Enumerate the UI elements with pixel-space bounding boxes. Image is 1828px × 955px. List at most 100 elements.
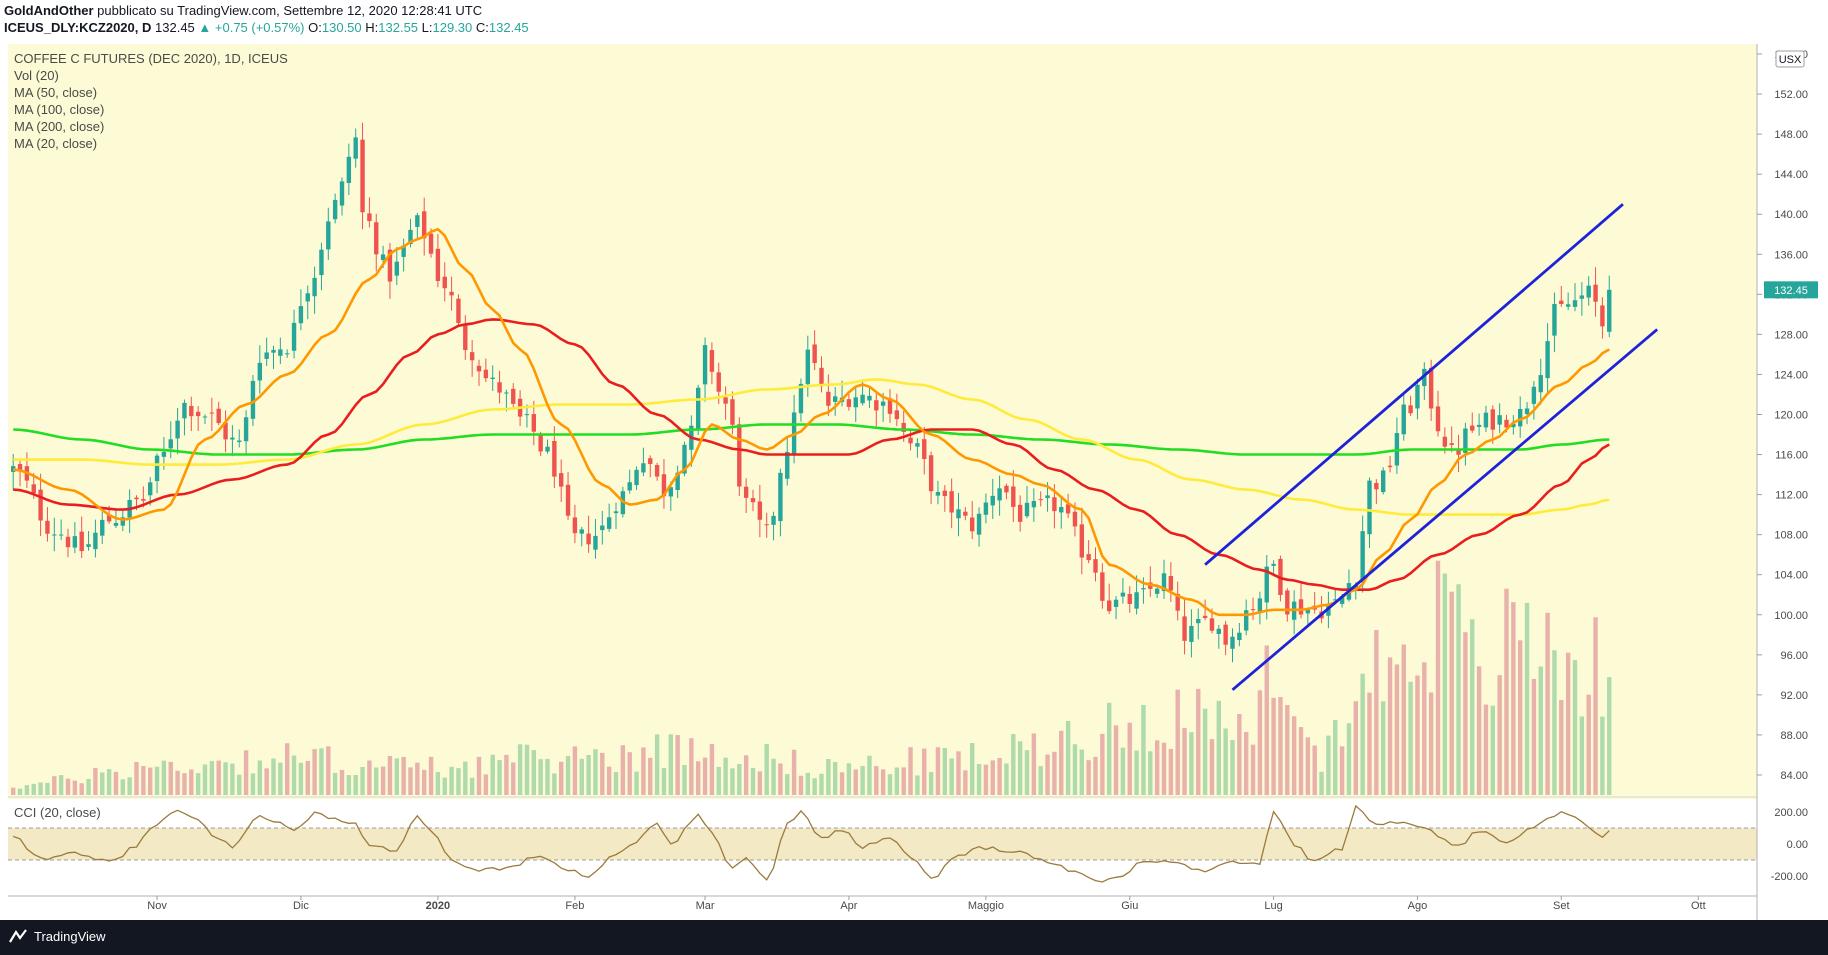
volume-bar <box>93 767 98 795</box>
candle-body <box>1134 592 1139 609</box>
time-axis[interactable]: Nov Dic 2020 Feb Mar Apr Maggio Giu Lug Ago Set Ott <box>147 896 1706 912</box>
legend-ma100[interactable]: MA (100, close) <box>14 102 105 117</box>
tradingview-logo[interactable]: TradingView <box>8 928 106 944</box>
price-tick-label: 144.00 <box>1774 169 1808 181</box>
candle-body <box>743 486 749 498</box>
volume-bar <box>600 752 605 795</box>
currency-badge-box <box>1775 50 1805 68</box>
candle-body <box>1264 566 1269 603</box>
price-tick-label: 112.00 <box>1775 490 1808 502</box>
volume-bar <box>1045 754 1050 795</box>
legend-ma50[interactable]: MA (50, close) <box>14 85 98 100</box>
candle-body <box>31 484 36 494</box>
volume-bar <box>65 778 71 795</box>
currency-badge-label: USX <box>1779 54 1802 66</box>
volume-bar <box>1223 728 1228 795</box>
volume-bar <box>846 763 852 795</box>
candle-body <box>935 491 941 496</box>
volume-bar <box>120 779 125 795</box>
candle-body <box>1428 367 1434 409</box>
volume-bar <box>1271 697 1276 795</box>
volume-bar <box>346 775 352 795</box>
volume-bar <box>970 743 975 795</box>
candle-body <box>1196 618 1201 624</box>
volume-bar <box>538 759 543 795</box>
candle-body <box>949 491 954 513</box>
volume-bar <box>1449 591 1454 795</box>
candle-body <box>1387 465 1393 468</box>
candle-body <box>1497 415 1502 425</box>
time-tick-label: Apr <box>840 900 857 912</box>
volume-bar <box>154 766 160 795</box>
volume-bar <box>1168 748 1174 795</box>
legend-ma200[interactable]: MA (200, close) <box>14 119 105 134</box>
candle-body <box>819 367 824 387</box>
price-tick-label: 140.00 <box>1774 209 1808 221</box>
candle-body <box>880 401 886 406</box>
legend-ma20[interactable]: MA (20, close) <box>14 136 98 151</box>
candle-body <box>730 399 735 425</box>
volume-bar <box>997 758 1002 795</box>
volume-bar <box>1524 602 1530 795</box>
volume-bar <box>785 774 790 795</box>
legend-volume[interactable]: Vol (20) <box>14 68 59 83</box>
cci-legend[interactable]: CCI (20, close) <box>14 805 101 820</box>
volume-bar <box>1189 732 1194 795</box>
volume-bar <box>1237 713 1242 795</box>
volume-bar <box>216 760 221 795</box>
volume-bar <box>127 777 132 795</box>
candle-body <box>38 489 43 521</box>
candle-body <box>634 469 639 486</box>
cci-tick-label: -200.00 <box>1771 871 1808 883</box>
candle-body <box>469 352 475 361</box>
candle-body <box>1415 384 1420 409</box>
volume-bar <box>1408 681 1413 795</box>
candle-body <box>860 394 865 404</box>
candle-body <box>579 529 584 534</box>
price-tick-label: 120.00 <box>1774 409 1808 421</box>
volume-bar <box>730 768 735 795</box>
volume-bar <box>1141 704 1146 795</box>
candle-body <box>901 422 906 432</box>
candle-body <box>202 416 208 418</box>
symbol-ticker[interactable]: ICEUS_DLY:KCZ2020, D <box>4 20 152 35</box>
candle-body <box>613 511 619 514</box>
volume-bar <box>134 761 139 795</box>
volume-bar <box>1401 644 1406 795</box>
volume-bar <box>1518 640 1523 795</box>
volume-bar <box>456 768 461 795</box>
publish-info: GoldAndOther pubblicato su TradingView.c… <box>4 3 482 18</box>
legend-title[interactable]: COFFEE C FUTURES (DEC 2020), 1D, ICEUS <box>14 51 288 66</box>
volume-bar <box>79 783 84 795</box>
author-name[interactable]: GoldAndOther <box>4 3 94 18</box>
volume-bar <box>387 755 393 795</box>
volume-bar <box>1374 630 1379 795</box>
candle-body <box>168 439 173 449</box>
volume-bar <box>949 758 954 795</box>
volume-bar <box>702 757 708 795</box>
candle-body <box>1127 593 1132 604</box>
volume-bar <box>1333 719 1338 795</box>
volume-bar <box>620 745 626 795</box>
candle-body <box>1161 573 1167 592</box>
candle-body <box>874 400 879 411</box>
last-price-badge: 132.45 <box>1764 281 1818 299</box>
volume-bar <box>1059 730 1064 795</box>
candle-body <box>757 501 763 520</box>
price-chart[interactable]: 200.000.00-200.00 156.00152.00148.00144.… <box>0 0 1828 920</box>
candle-body <box>846 399 852 407</box>
volume-bar <box>1381 701 1386 795</box>
open-value: 130.50 <box>321 20 362 35</box>
volume-bar <box>1038 766 1043 795</box>
candle-body <box>1552 303 1557 336</box>
volume-bar <box>552 773 557 795</box>
time-tick-label: Ago <box>1408 900 1428 912</box>
candle-body <box>1223 624 1228 645</box>
candle-body <box>1476 424 1482 427</box>
candle-body <box>654 465 660 477</box>
volume-bar <box>750 767 756 795</box>
candle-body <box>1470 425 1475 431</box>
candle-body <box>1250 609 1256 611</box>
volume-bar <box>394 758 399 795</box>
candle-body <box>1285 590 1290 615</box>
